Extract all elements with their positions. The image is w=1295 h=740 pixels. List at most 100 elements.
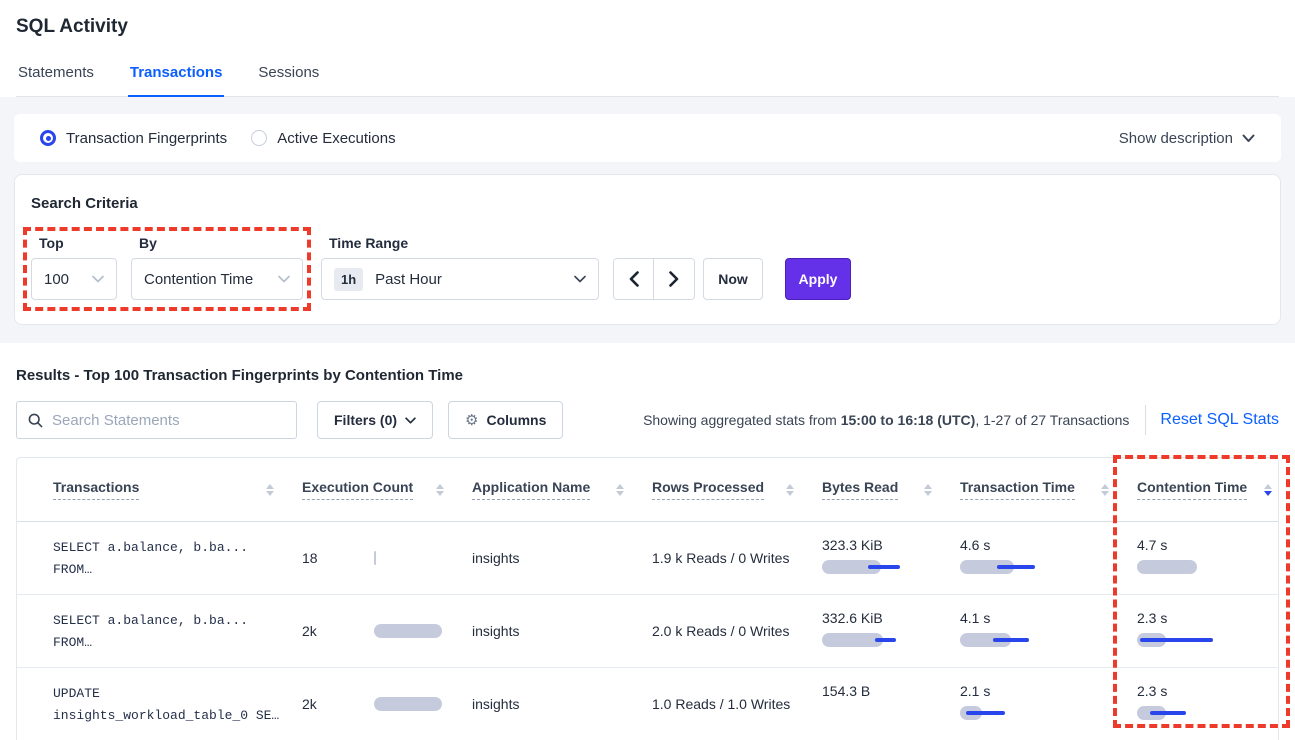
chevron-right-icon: [669, 271, 679, 287]
top-field-group: Top 100: [31, 235, 117, 300]
sort-icon[interactable]: [436, 483, 444, 496]
transaction-time-cell: 4.6 s: [960, 522, 1137, 594]
results-toolbar: Filters (0) ⚙ Columns Showing aggregated…: [16, 401, 1279, 439]
show-description-toggle[interactable]: Show description: [1119, 130, 1255, 147]
column-header-execution-count[interactable]: Execution Count: [302, 479, 472, 500]
aggregated-stats-text: Showing aggregated stats from 15:00 to 1…: [643, 412, 1130, 428]
sort-icon[interactable]: [1264, 483, 1272, 496]
chevron-down-icon: [92, 275, 104, 283]
radio-active-executions[interactable]: Active Executions: [251, 129, 396, 147]
stats-time-range: 15:00 to 16:18 (UTC): [840, 412, 976, 428]
search-criteria-card: Search Criteria Top 100 By Contention Ti…: [14, 174, 1281, 325]
transaction-fingerprint-link[interactable]: UPDATE insights_workload_table_0 SE…: [53, 686, 280, 723]
sort-icon[interactable]: [266, 483, 274, 496]
tab-bar: Statements Transactions Sessions: [16, 64, 1279, 97]
filters-button-label: Filters (0): [334, 412, 398, 428]
application-name-cell: insights: [472, 696, 520, 712]
contention-time-cell: 2.3 s: [1137, 595, 1278, 667]
page-title: SQL Activity: [16, 16, 128, 37]
filters-section: Transaction Fingerprints Active Executio…: [0, 97, 1295, 343]
radio-selected-icon: [40, 130, 56, 146]
by-field-group: By Contention Time: [131, 235, 303, 300]
table-body: SELECT a.balance, b.ba... FROM… 18 insig…: [17, 522, 1278, 740]
gear-icon: ⚙: [465, 412, 479, 429]
time-range-value: Past Hour: [375, 270, 442, 288]
page-header: SQL Activity Statements Transactions Ses…: [0, 0, 1295, 97]
search-icon: [28, 413, 43, 427]
table-header-row: Transactions Execution Count Application…: [17, 458, 1278, 522]
column-header-application-name[interactable]: Application Name: [472, 479, 652, 500]
radio-label: Active Executions: [277, 129, 396, 147]
transaction-fingerprint-link[interactable]: SELECT a.balance, b.ba... FROM…: [53, 613, 249, 650]
top-select[interactable]: 100: [31, 258, 117, 300]
show-description-label: Show description: [1118, 129, 1233, 147]
contention-time-cell: 4.7 s: [1137, 522, 1278, 594]
rows-processed-cell: 2.0 k Reads / 0 Writes: [652, 623, 790, 639]
application-name-cell: insights: [472, 623, 520, 639]
column-header-contention-time[interactable]: Contention Time: [1137, 479, 1278, 500]
vertical-divider: [1145, 405, 1147, 435]
contention-time-cell: 2.3 s: [1137, 668, 1278, 740]
transaction-time-cell: 4.1 s: [960, 595, 1137, 667]
stat-bar-chart: [822, 560, 944, 574]
columns-button[interactable]: ⚙ Columns: [448, 401, 564, 439]
toolbar-right: Showing aggregated stats from 15:00 to 1…: [643, 405, 1279, 435]
chevron-down-icon: [278, 275, 290, 283]
chevron-left-icon: [629, 271, 639, 287]
by-select-value: Contention Time: [144, 270, 254, 288]
time-range-field-group: Time Range 1h Past Hour: [321, 235, 599, 300]
columns-button-label: Columns: [486, 412, 547, 428]
transaction-time-cell: 2.1 s: [960, 668, 1137, 740]
chevron-down-icon: [405, 416, 416, 424]
next-time-range-button[interactable]: [654, 259, 694, 299]
table-row: SELECT a.balance, b.ba... FROM… 2k insig…: [17, 595, 1278, 668]
radio-transaction-fingerprints[interactable]: Transaction Fingerprints: [40, 130, 227, 147]
time-range-arrows: [613, 258, 695, 300]
time-range-label: Time Range: [329, 235, 409, 251]
reset-sql-stats-link[interactable]: Reset SQL Stats: [1160, 411, 1279, 428]
transaction-fingerprint-link[interactable]: SELECT a.balance, b.ba... FROM…: [53, 540, 249, 577]
view-toggle-card: Transaction Fingerprints Active Executio…: [14, 114, 1281, 162]
column-header-transaction-time[interactable]: Transaction Time: [960, 479, 1137, 500]
rows-processed-cell: 1.9 k Reads / 0 Writes: [652, 550, 790, 566]
bytes-read-cell: 154.3 B: [822, 668, 960, 740]
previous-time-range-button[interactable]: [614, 259, 654, 299]
chevron-down-icon: [1242, 134, 1255, 142]
by-select[interactable]: Contention Time: [131, 258, 303, 300]
column-header-bytes-read[interactable]: Bytes Read: [822, 479, 960, 500]
search-criteria-title: Search Criteria: [31, 195, 138, 212]
bytes-read-cell: 332.6 KiB: [822, 595, 960, 667]
chevron-down-icon: [574, 275, 586, 283]
top-select-value: 100: [44, 270, 70, 288]
apply-button[interactable]: Apply: [785, 258, 851, 300]
search-statements-input[interactable]: [52, 411, 285, 429]
stat-bar-chart: [822, 706, 944, 720]
tab-sessions[interactable]: Sessions: [258, 64, 320, 81]
table-row: SELECT a.balance, b.ba... FROM… 18 insig…: [17, 522, 1278, 595]
sort-icon[interactable]: [1101, 483, 1109, 496]
results-section: Results - Top 100 Transaction Fingerprin…: [0, 343, 1295, 740]
execution-count-cell: 2k: [302, 668, 472, 740]
radio-label: Transaction Fingerprints: [66, 129, 228, 147]
stat-bar-chart: [960, 633, 1082, 647]
now-button[interactable]: Now: [703, 258, 763, 300]
search-criteria-fields: Top 100 By Contention Time Time Range: [31, 235, 1264, 300]
bytes-read-cell: 323.3 KiB: [822, 522, 960, 594]
sort-icon[interactable]: [616, 483, 624, 496]
tab-statements[interactable]: Statements: [18, 64, 94, 81]
by-label: By: [139, 235, 157, 251]
sort-icon[interactable]: [786, 483, 794, 496]
time-range-select[interactable]: 1h Past Hour: [321, 258, 599, 300]
top-label: Top: [39, 235, 64, 251]
table-row: UPDATE insights_workload_table_0 SE… 2k …: [17, 668, 1278, 740]
sort-icon[interactable]: [924, 483, 932, 496]
execution-count-cell: 18: [302, 522, 472, 594]
filters-button[interactable]: Filters (0): [317, 401, 434, 439]
stat-bar-chart: [960, 706, 1082, 720]
stat-bar-chart: [1137, 633, 1259, 647]
results-title: Results - Top 100 Transaction Fingerprin…: [16, 367, 464, 384]
tab-transactions[interactable]: Transactions: [127, 64, 225, 97]
column-header-rows-processed[interactable]: Rows Processed: [652, 479, 822, 500]
column-header-transactions[interactable]: Transactions: [53, 479, 302, 500]
